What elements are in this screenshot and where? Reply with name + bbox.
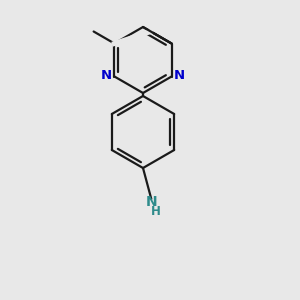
Text: N: N — [146, 195, 157, 209]
Text: H: H — [151, 206, 161, 218]
Text: N: N — [174, 69, 185, 82]
Text: N: N — [101, 69, 112, 82]
